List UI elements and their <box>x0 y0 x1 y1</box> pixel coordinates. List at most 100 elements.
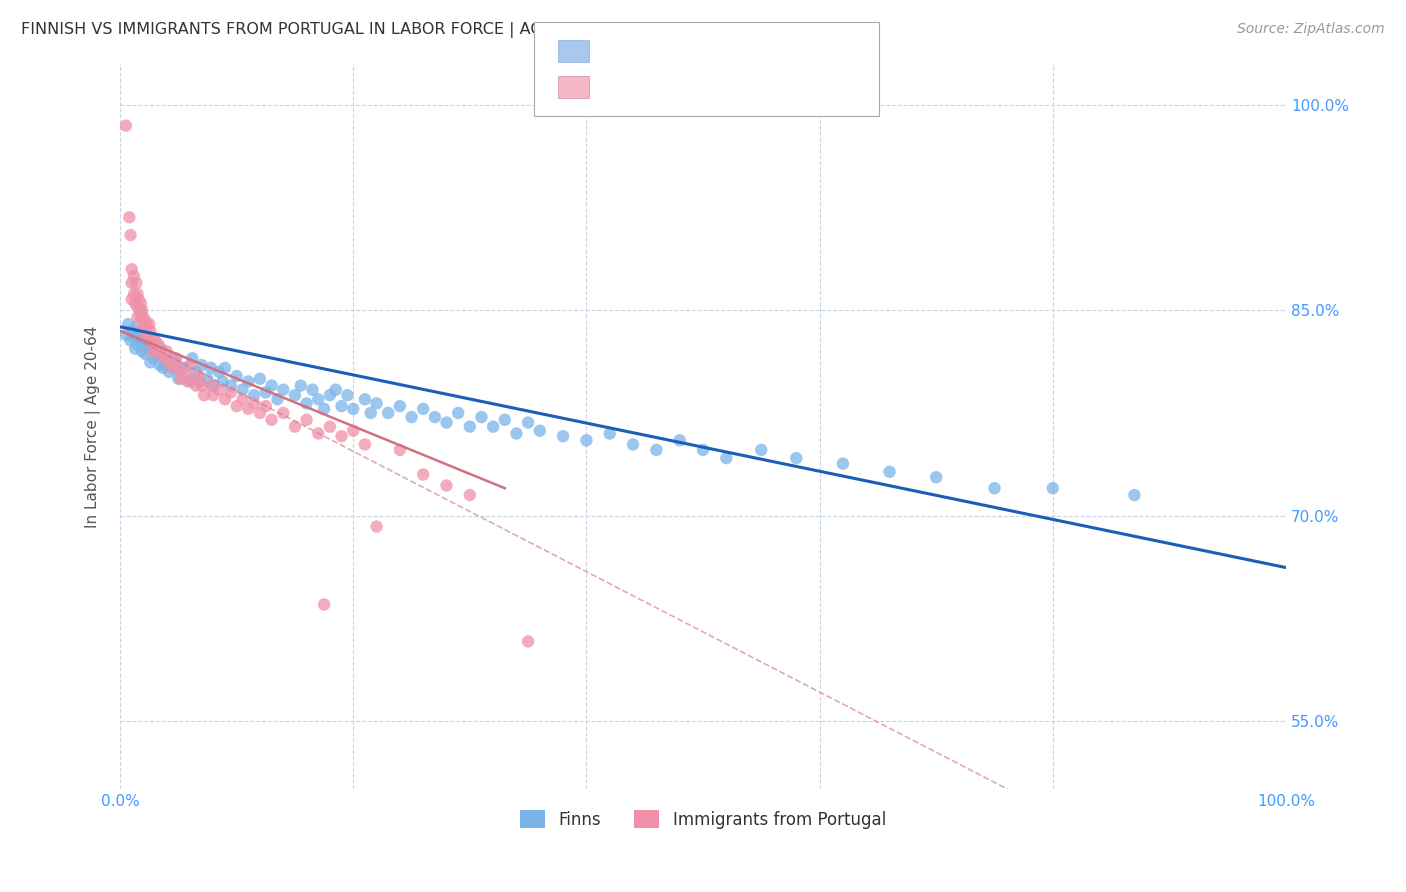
Point <box>1042 481 1064 495</box>
Point <box>458 488 481 502</box>
Point <box>115 328 138 343</box>
Point <box>135 331 157 345</box>
Point <box>575 434 598 448</box>
Point <box>129 296 152 310</box>
Point <box>124 296 146 310</box>
Point <box>152 360 174 375</box>
Point <box>135 347 157 361</box>
Point <box>143 344 166 359</box>
Point <box>138 334 160 348</box>
Point <box>167 372 190 386</box>
Point <box>173 360 195 375</box>
Point <box>138 342 160 356</box>
Point <box>122 269 145 284</box>
Point <box>551 429 574 443</box>
Point <box>125 319 148 334</box>
Point <box>200 378 222 392</box>
Point <box>354 392 377 407</box>
Point <box>146 347 169 361</box>
Point <box>692 442 714 457</box>
Point <box>225 369 247 384</box>
Point <box>156 355 179 369</box>
Point <box>121 324 143 338</box>
Point <box>200 360 222 375</box>
Point <box>925 470 948 484</box>
Point <box>314 401 336 416</box>
Point <box>184 365 207 379</box>
Point <box>271 406 294 420</box>
Point <box>202 378 225 392</box>
Point <box>470 410 492 425</box>
Point <box>401 410 423 425</box>
Point <box>184 378 207 392</box>
Point <box>354 437 377 451</box>
Point <box>360 406 382 420</box>
Point <box>301 383 323 397</box>
Point <box>238 375 260 389</box>
Text: FINNISH VS IMMIGRANTS FROM PORTUGAL IN LABOR FORCE | AGE 20-64 CORRELATION CHART: FINNISH VS IMMIGRANTS FROM PORTUGAL IN L… <box>21 22 783 38</box>
Point <box>436 416 458 430</box>
Point <box>197 372 219 386</box>
Point <box>284 388 307 402</box>
Point <box>121 276 143 290</box>
Point <box>176 375 198 389</box>
Point <box>134 337 156 351</box>
Point <box>129 334 152 348</box>
Point <box>599 426 621 441</box>
Point <box>314 598 336 612</box>
Text: R = -0.431   N = 72: R = -0.431 N = 72 <box>598 79 748 95</box>
Point <box>231 383 253 397</box>
Point <box>135 314 157 328</box>
Point <box>388 399 411 413</box>
Point <box>181 372 204 386</box>
Point <box>330 399 353 413</box>
Point <box>143 334 166 348</box>
Point <box>188 375 211 389</box>
Point <box>336 388 359 402</box>
Point <box>219 385 242 400</box>
Point <box>377 406 399 420</box>
Point <box>271 383 294 397</box>
Point <box>173 365 195 379</box>
Point <box>342 401 364 416</box>
Point <box>436 478 458 492</box>
Point <box>645 442 668 457</box>
Point <box>125 276 148 290</box>
Point <box>156 344 179 359</box>
Point <box>142 351 165 366</box>
Point <box>138 317 160 331</box>
Point <box>157 365 180 379</box>
Point <box>135 319 157 334</box>
Point <box>668 434 690 448</box>
Point <box>290 378 312 392</box>
Point <box>214 392 236 407</box>
Text: R = -0.335   N = 93: R = -0.335 N = 93 <box>598 44 748 59</box>
Point <box>170 372 193 386</box>
Point <box>983 481 1005 495</box>
Point <box>179 358 201 372</box>
Point <box>249 406 271 420</box>
Point <box>167 360 190 375</box>
Point <box>366 519 388 533</box>
Point <box>621 437 644 451</box>
Point <box>832 457 855 471</box>
Point <box>131 344 153 359</box>
Point <box>208 365 231 379</box>
Point <box>202 388 225 402</box>
Point <box>243 388 266 402</box>
Point <box>127 301 149 315</box>
Point <box>179 375 201 389</box>
Point <box>517 634 540 648</box>
Point <box>193 388 215 402</box>
Point <box>388 442 411 457</box>
Point <box>149 342 172 356</box>
Point <box>749 442 772 457</box>
Text: Source: ZipAtlas.com: Source: ZipAtlas.com <box>1237 22 1385 37</box>
Point <box>188 369 211 384</box>
Point <box>1123 488 1146 502</box>
Point <box>139 355 162 369</box>
Point <box>127 337 149 351</box>
Point <box>879 465 901 479</box>
Point <box>165 355 187 369</box>
Point <box>127 287 149 301</box>
